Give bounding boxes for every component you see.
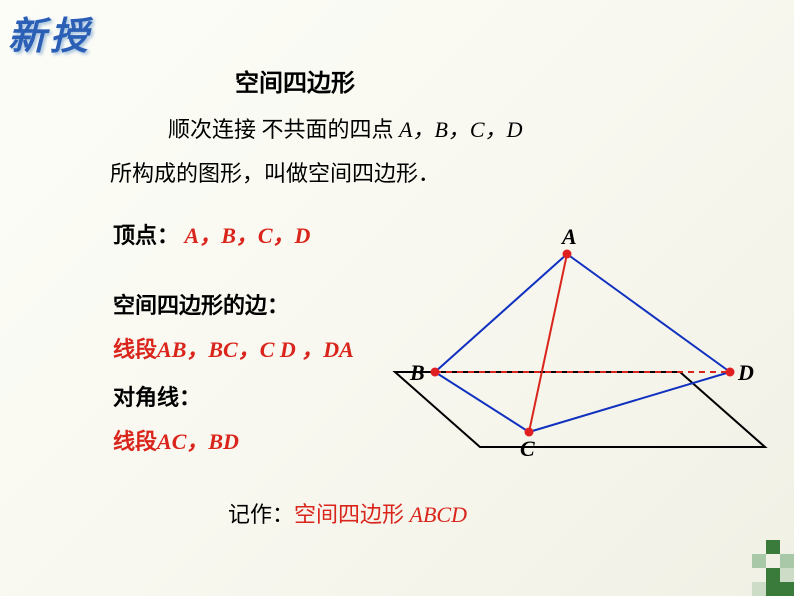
edge-value: 线段AB，BC，C D ，DA [113, 332, 354, 364]
definition-line-1: 顺次连接 不共面的四点 A，B，C，D [168, 112, 522, 144]
diagonal-AC-lower [529, 372, 542, 432]
vertex-D-label: D [738, 360, 754, 386]
vertex-value: A，B，C，D [185, 223, 311, 248]
def1-points: A，B，C，D [399, 117, 522, 142]
diag-segments: AC，BD [157, 429, 239, 454]
def1b: 不共面的四点 [262, 117, 400, 142]
edge-segments: AB，BC，C D ，DA [157, 337, 354, 362]
diagram-svg [370, 232, 770, 467]
diag-value: 线段AC，BD [113, 424, 239, 456]
edge-label: 空间四边形的边： [113, 288, 289, 320]
definition-line-2: 所构成的图形，叫做空间四边形． [110, 156, 440, 188]
vertex-A-point [563, 250, 572, 259]
diag-prefix: 线段 [113, 429, 157, 454]
spatial-quadrilateral-diagram: A B C D [370, 232, 770, 467]
edge-BC [435, 372, 529, 432]
plane-polygon [395, 372, 765, 447]
vertex-label: 顶点： [113, 223, 179, 248]
edge-DA [567, 254, 730, 372]
diag-label: 对角线： [113, 380, 201, 412]
def1a: 顺次连接 [168, 117, 256, 142]
notation-prefix: 记作： [228, 502, 294, 527]
edge-prefix: 线段 [113, 337, 157, 362]
notation-row: 记作：空间四边形 ABCD [228, 497, 467, 529]
vertex-row: 顶点： A，B，C，D [113, 218, 310, 250]
notation-italic: ABCD [410, 502, 467, 527]
decorative-squares-icon [704, 536, 794, 596]
vertex-D-point [726, 368, 735, 377]
corner-title: 新授 [8, 5, 92, 60]
edge-AB [435, 254, 567, 372]
notation-red: 空间四边形 [294, 502, 410, 527]
edge-CD [529, 372, 730, 432]
main-title-text: 空间四边形 [235, 70, 355, 97]
diagonal-AC-upper [542, 254, 567, 372]
vertex-B-label: B [410, 360, 425, 386]
vertex-C-label: C [520, 436, 535, 462]
main-title: 空间四边形 [235, 63, 355, 98]
vertex-A-label: A [562, 224, 577, 250]
vertex-B-point [431, 368, 440, 377]
